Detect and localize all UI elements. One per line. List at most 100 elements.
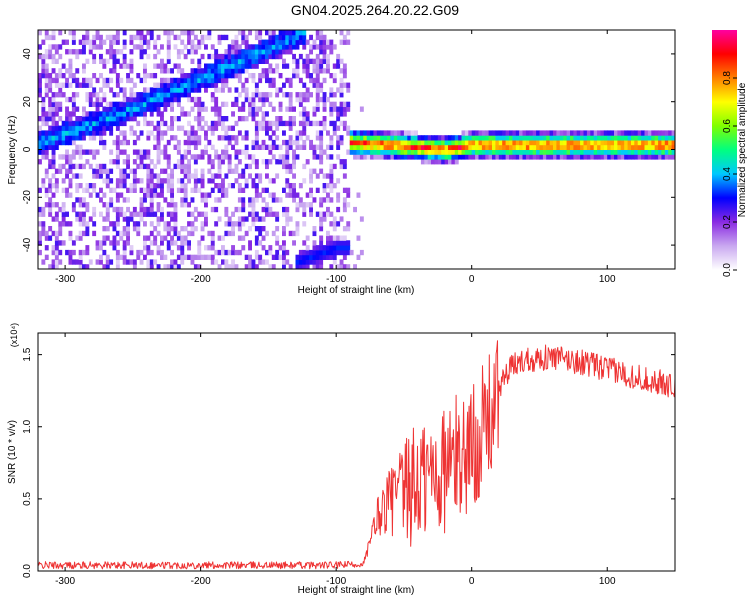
heatmap-cell	[44, 77, 49, 84]
heatmap-cell	[146, 183, 151, 189]
heatmap-cell	[336, 206, 341, 213]
heatmap-cell	[403, 130, 408, 136]
heatmap-cell	[129, 63, 134, 69]
heatmap-cell	[261, 125, 266, 131]
heatmap-cell	[614, 154, 618, 160]
heatmap-cell	[166, 77, 171, 84]
heatmap-cell	[44, 111, 49, 117]
heatmap-cell	[237, 116, 242, 122]
heatmap-cell	[112, 58, 117, 64]
heatmap-cell	[115, 264, 120, 269]
heatmap-cell	[109, 130, 114, 136]
heatmap-cell	[122, 168, 127, 174]
heatmap-cell	[207, 77, 212, 84]
heatmap-cell	[41, 130, 46, 136]
heatmap-cell	[149, 264, 154, 269]
heatmap-cell	[539, 154, 544, 160]
heatmap-cell	[149, 230, 154, 237]
heatmap-cell	[512, 144, 517, 150]
heatmap-cell	[190, 58, 195, 64]
heatmap-cell	[305, 202, 310, 208]
heatmap-cell	[671, 154, 675, 160]
heatmap-cell	[180, 30, 185, 36]
heatmap-cell	[590, 130, 595, 136]
heatmap-cell	[312, 77, 317, 84]
heatmap-cell	[176, 149, 181, 155]
heatmap-cell	[593, 149, 598, 155]
heatmap-cell	[329, 178, 334, 184]
heatmap-cell	[146, 39, 151, 45]
heatmap-cell	[170, 168, 174, 174]
heatmap-cell	[498, 144, 503, 150]
heatmap-cell	[309, 192, 313, 198]
heatmap-cell	[647, 149, 652, 155]
heatmap-cell	[231, 249, 235, 256]
heatmap-cell	[295, 44, 300, 50]
heatmap-cell	[298, 39, 303, 45]
heatmap-cell	[183, 53, 188, 60]
heatmap-cell	[336, 154, 341, 160]
heatmap-cell	[359, 149, 364, 155]
heatmap-cell	[607, 139, 612, 146]
heatmap-cell	[251, 211, 256, 217]
heatmap-cell	[163, 68, 168, 74]
heatmap-cell	[261, 116, 266, 122]
heatmap-cell	[359, 135, 364, 141]
heatmap-cell	[268, 34, 273, 41]
heatmap-cell	[546, 149, 551, 155]
heatmap-cell	[315, 254, 320, 260]
heatmap-cell	[51, 202, 56, 208]
heatmap-cell	[248, 163, 252, 170]
heatmap-cell	[187, 221, 191, 227]
heatmap-cell	[427, 144, 432, 150]
heatmap-cell	[254, 82, 259, 88]
heatmap-cell	[268, 249, 273, 256]
heatmap-cell	[119, 77, 124, 84]
heatmap-cell	[309, 211, 313, 217]
heatmap-cell	[54, 111, 59, 117]
heatmap-cell	[339, 101, 344, 107]
heatmap-cell	[122, 197, 127, 203]
heatmap-cell	[85, 130, 90, 136]
heatmap-cell	[485, 149, 490, 155]
heatmap-cell	[471, 130, 476, 136]
heatmap-cell	[305, 245, 310, 251]
heatmap-cell	[136, 34, 141, 41]
heatmap-cell	[315, 106, 320, 112]
heatmap-cell	[132, 178, 137, 184]
heatmap-cell	[156, 139, 161, 146]
heatmap-cell	[54, 254, 59, 260]
heatmap-cell	[651, 139, 656, 146]
heatmap-cell	[234, 96, 239, 103]
heatmap-cell	[119, 139, 124, 146]
heatmap-cell	[329, 111, 334, 117]
heatmap-cell	[275, 87, 280, 93]
heatmap-cell	[342, 197, 347, 203]
heatmap-cell	[282, 187, 286, 193]
heatmap-cell	[580, 130, 584, 136]
heatmap-cell	[102, 130, 107, 136]
heatmap-cell	[227, 73, 232, 79]
heatmap-cell	[339, 106, 344, 112]
heatmap-cell	[332, 77, 337, 84]
heatmap-cell	[451, 135, 456, 141]
heatmap-cell	[288, 77, 293, 84]
heatmap-cell	[224, 135, 229, 141]
heatmap-cell	[353, 139, 357, 146]
heatmap-cell	[224, 101, 229, 107]
heatmap-cell	[254, 240, 259, 246]
heatmap-cell	[292, 192, 296, 198]
heatmap-cell	[315, 63, 320, 69]
heatmap-cell	[119, 230, 124, 237]
heatmap-cell	[288, 92, 293, 98]
heatmap-cell	[485, 135, 490, 141]
heatmap-cell	[363, 149, 368, 155]
heatmap-cell	[268, 120, 273, 127]
heatmap-cell	[231, 44, 235, 50]
heatmap-cell	[149, 221, 154, 227]
heatmap-cell	[261, 101, 266, 107]
heatmap-cell	[234, 44, 239, 50]
heatmap-cell	[519, 135, 523, 141]
heatmap-cell	[183, 130, 188, 136]
heatmap-cell	[204, 87, 208, 93]
